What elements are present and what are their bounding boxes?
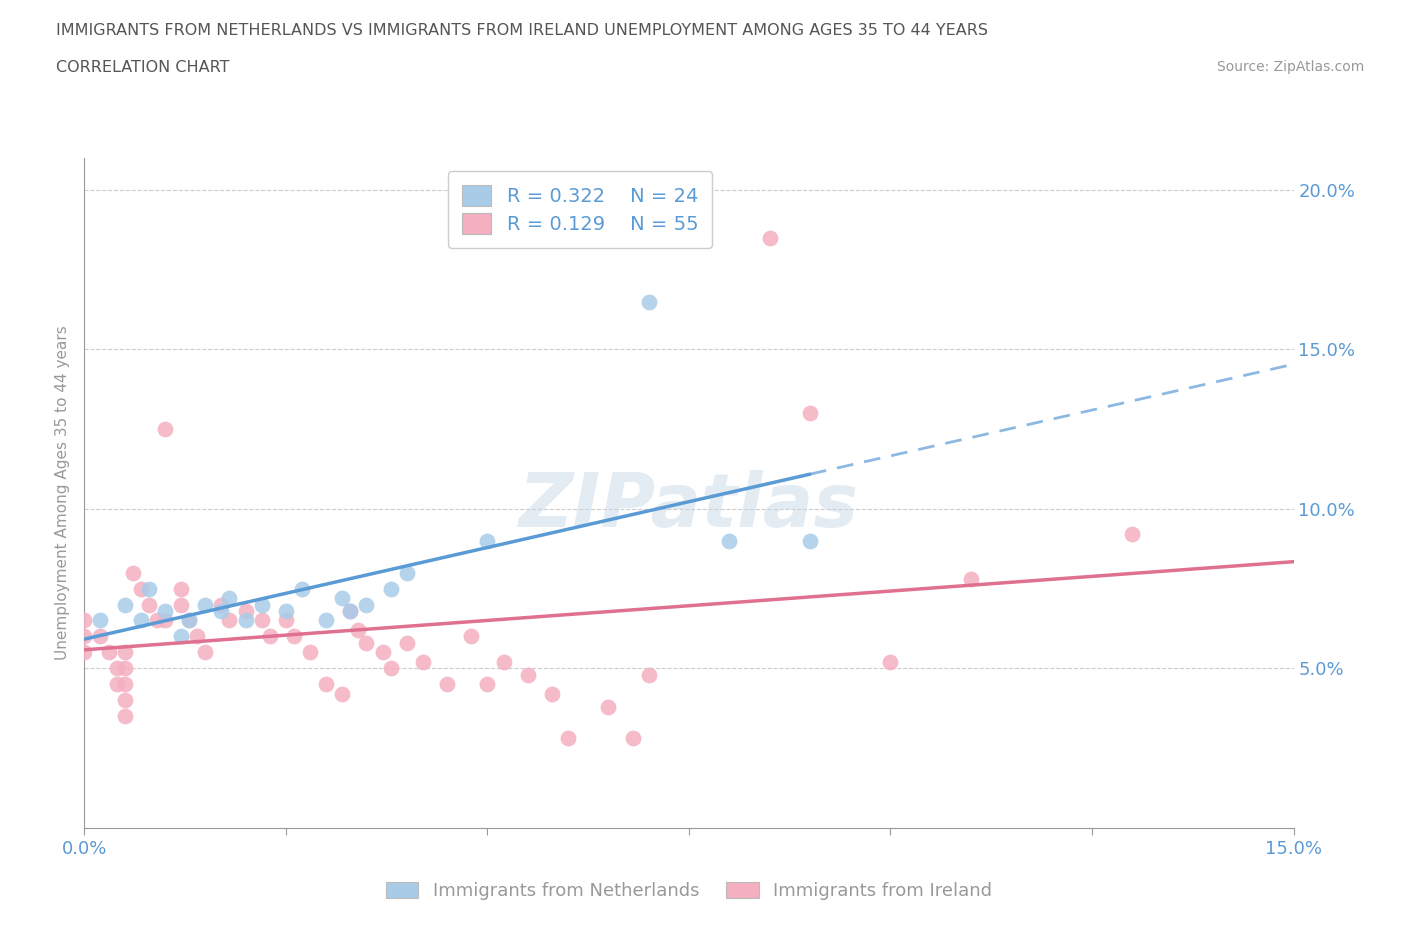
Point xyxy=(97,644,120,659)
Point xyxy=(395,565,418,580)
Point xyxy=(209,604,232,618)
Point xyxy=(637,667,659,682)
Text: Source: ZipAtlas.com: Source: ZipAtlas.com xyxy=(1216,60,1364,74)
Point xyxy=(153,421,176,436)
Point xyxy=(209,597,232,612)
Legend: Immigrants from Netherlands, Immigrants from Ireland: Immigrants from Netherlands, Immigrants … xyxy=(378,874,1000,907)
Point xyxy=(73,613,96,628)
Point xyxy=(250,613,273,628)
Point xyxy=(879,655,901,670)
Point xyxy=(395,635,418,650)
Point xyxy=(330,686,353,701)
Point xyxy=(235,613,257,628)
Point xyxy=(718,533,741,548)
Point xyxy=(170,597,193,612)
Point xyxy=(235,604,257,618)
Point xyxy=(356,635,378,650)
Y-axis label: Unemployment Among Ages 35 to 44 years: Unemployment Among Ages 35 to 44 years xyxy=(55,326,70,660)
Point xyxy=(179,613,201,628)
Point xyxy=(218,613,240,628)
Point xyxy=(557,731,579,746)
Point xyxy=(315,613,337,628)
Point xyxy=(89,613,111,628)
Point xyxy=(105,677,128,692)
Point xyxy=(170,629,193,644)
Point xyxy=(299,644,322,659)
Point xyxy=(541,686,564,701)
Point xyxy=(114,644,136,659)
Point xyxy=(121,565,143,580)
Point xyxy=(274,613,297,628)
Point xyxy=(347,622,370,637)
Point xyxy=(460,629,482,644)
Point xyxy=(1121,527,1143,542)
Point xyxy=(274,604,297,618)
Point xyxy=(477,677,499,692)
Point xyxy=(380,661,402,676)
Point xyxy=(637,294,659,309)
Point xyxy=(259,629,281,644)
Point xyxy=(194,644,217,659)
Point xyxy=(799,533,821,548)
Point xyxy=(412,655,434,670)
Point xyxy=(105,661,128,676)
Point xyxy=(73,644,96,659)
Point xyxy=(477,533,499,548)
Point xyxy=(291,581,314,596)
Point xyxy=(598,699,620,714)
Point xyxy=(89,629,111,644)
Legend: R = 0.322    N = 24, R = 0.129    N = 55: R = 0.322 N = 24, R = 0.129 N = 55 xyxy=(449,171,711,247)
Point xyxy=(339,604,361,618)
Point xyxy=(194,597,217,612)
Point xyxy=(138,581,160,596)
Point xyxy=(436,677,458,692)
Point xyxy=(799,405,821,420)
Point xyxy=(356,597,378,612)
Point xyxy=(758,231,780,246)
Point xyxy=(371,644,394,659)
Point xyxy=(153,613,176,628)
Point xyxy=(170,581,193,596)
Point xyxy=(218,591,240,605)
Point xyxy=(114,677,136,692)
Point xyxy=(179,613,201,628)
Point xyxy=(114,693,136,708)
Text: IMMIGRANTS FROM NETHERLANDS VS IMMIGRANTS FROM IRELAND UNEMPLOYMENT AMONG AGES 3: IMMIGRANTS FROM NETHERLANDS VS IMMIGRANT… xyxy=(56,23,988,38)
Point xyxy=(492,655,515,670)
Point xyxy=(330,591,353,605)
Point xyxy=(339,604,361,618)
Point xyxy=(129,613,152,628)
Point xyxy=(283,629,305,644)
Point xyxy=(960,572,983,587)
Point xyxy=(138,597,160,612)
Point xyxy=(114,597,136,612)
Point xyxy=(153,604,176,618)
Point xyxy=(114,661,136,676)
Point xyxy=(129,581,152,596)
Point xyxy=(516,667,538,682)
Point xyxy=(250,597,273,612)
Point xyxy=(186,629,208,644)
Text: CORRELATION CHART: CORRELATION CHART xyxy=(56,60,229,75)
Point xyxy=(73,629,96,644)
Point xyxy=(146,613,169,628)
Point xyxy=(380,581,402,596)
Point xyxy=(114,709,136,724)
Point xyxy=(621,731,644,746)
Text: ZIPatlas: ZIPatlas xyxy=(519,470,859,543)
Point xyxy=(315,677,337,692)
